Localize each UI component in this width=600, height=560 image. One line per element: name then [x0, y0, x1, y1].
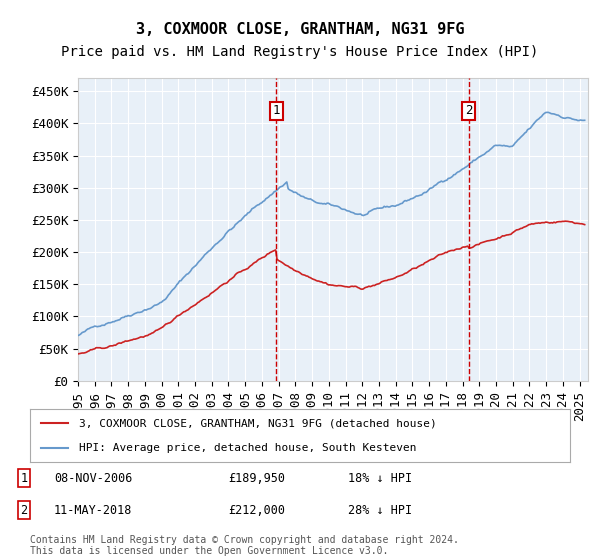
Text: 2: 2: [20, 504, 28, 517]
Text: 28% ↓ HPI: 28% ↓ HPI: [348, 504, 412, 517]
Text: 11-MAY-2018: 11-MAY-2018: [54, 504, 133, 517]
Text: 1: 1: [272, 104, 280, 117]
Text: 3, COXMOOR CLOSE, GRANTHAM, NG31 9FG: 3, COXMOOR CLOSE, GRANTHAM, NG31 9FG: [136, 22, 464, 38]
Text: 3, COXMOOR CLOSE, GRANTHAM, NG31 9FG (detached house): 3, COXMOOR CLOSE, GRANTHAM, NG31 9FG (de…: [79, 418, 436, 428]
Text: 2: 2: [465, 104, 472, 117]
Text: HPI: Average price, detached house, South Kesteven: HPI: Average price, detached house, Sout…: [79, 442, 416, 452]
Text: Contains HM Land Registry data © Crown copyright and database right 2024.
This d: Contains HM Land Registry data © Crown c…: [30, 535, 459, 557]
Text: £189,950: £189,950: [228, 472, 285, 484]
Text: 08-NOV-2006: 08-NOV-2006: [54, 472, 133, 484]
Text: 1: 1: [20, 472, 28, 484]
Text: £212,000: £212,000: [228, 504, 285, 517]
Text: Price paid vs. HM Land Registry's House Price Index (HPI): Price paid vs. HM Land Registry's House …: [61, 45, 539, 59]
Text: 18% ↓ HPI: 18% ↓ HPI: [348, 472, 412, 484]
